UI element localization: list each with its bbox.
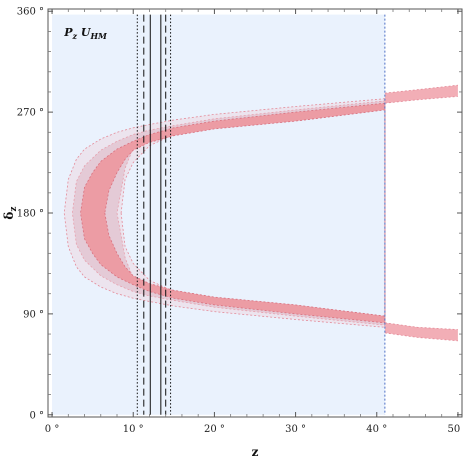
x-tick-label: 10 ° [123,424,144,435]
tail-band-edge-upper [384,84,458,94]
panel-label: Pz UHM [63,26,108,41]
y-tick-label: 90 ° [23,309,44,320]
confidence-bands [63,98,386,328]
band-inner [80,102,386,324]
tail-band-edge-lower [384,332,458,342]
x-tick-label: 0 ° [45,424,60,435]
y-axis-label: δz [2,206,19,219]
panel-label-main: P [63,26,73,39]
tail-band-edge-lower [384,96,458,104]
x-axis-ticks: 0 ° 10 ° 20 ° 30 ° 40 ° 50 ° [45,9,463,435]
x-tick-label: 40 ° [366,424,387,435]
panel-label-sub-main: z [72,31,78,41]
x-tick-label: 50 ° [447,424,463,435]
x-tick-label: 30 ° [285,424,306,435]
tail-band-upper [384,85,458,104]
y-axis-label-sub: z [9,206,19,211]
y-tick-label: 270 ° [17,108,44,119]
x-axis-label: z [252,445,259,459]
panel-label-tail: U [77,26,92,39]
y-axis-label-main: δ [2,212,16,220]
panel-label-sub-tail: HM [90,31,109,41]
y-tick-label: 180 ° [17,209,44,220]
y-axis-ticks: 0 ° 90 ° 180 ° 270 ° 360 ° [17,7,462,421]
y-tick-label: 0 ° [29,410,44,421]
x-tick-label: 20 ° [204,424,225,435]
tail-band-lower [384,322,458,341]
y-tick-label: 360 ° [17,7,44,18]
tail-band-edge-upper [384,322,458,330]
vertical-reference-lines [136,14,172,415]
tail-bands [384,84,458,342]
